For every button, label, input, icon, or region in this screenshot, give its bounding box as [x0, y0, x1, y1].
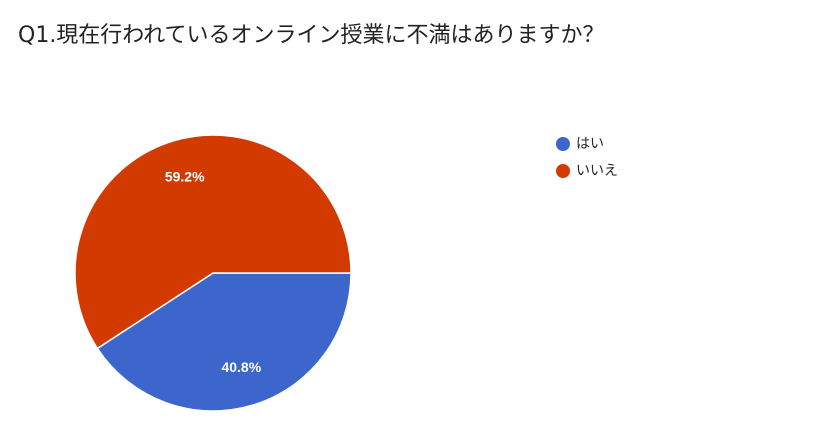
chart-title: Q1.現在行われているオンライン授業に不満はありますか？ [18, 23, 605, 48]
slice-label: 40.8% [221, 359, 261, 375]
slice-label: 59.2% [165, 168, 205, 184]
legend-swatch [556, 137, 570, 151]
legend-swatch [556, 164, 570, 178]
legend-label: いいえ [576, 163, 618, 179]
pie-slice [74, 134, 352, 350]
legend-label: はい [576, 136, 604, 152]
